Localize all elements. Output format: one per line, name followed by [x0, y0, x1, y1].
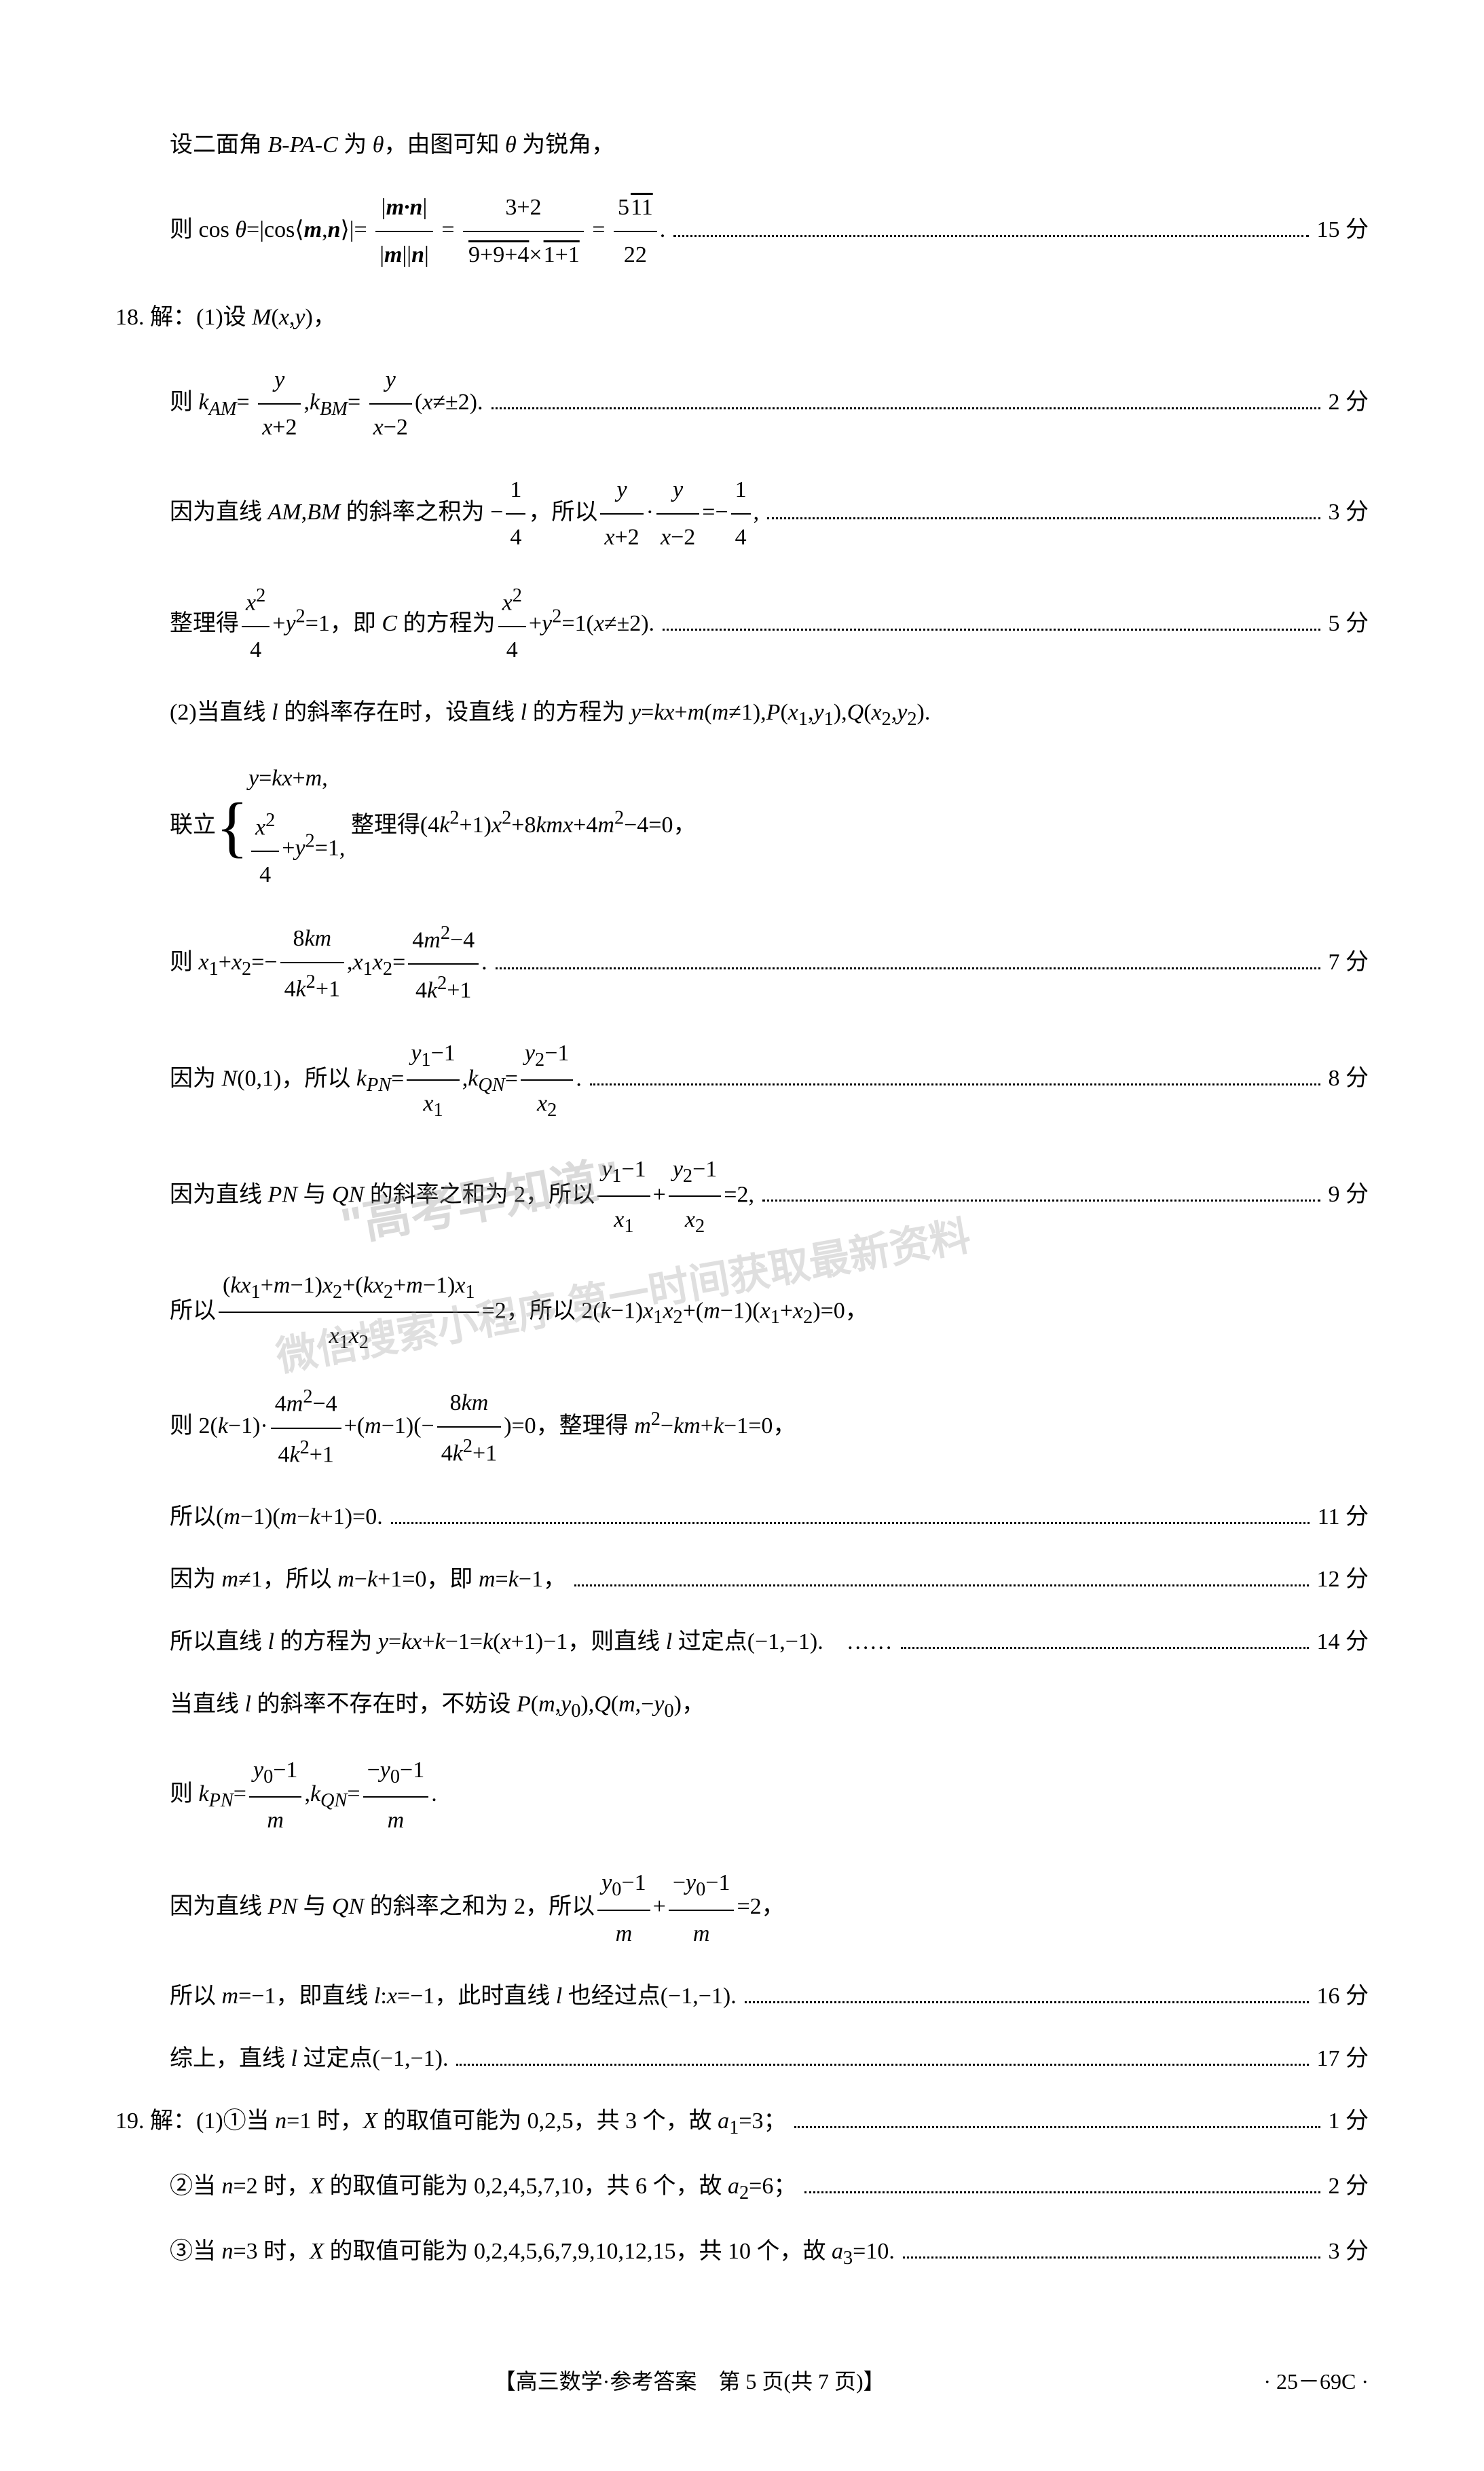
line-content: 因为 N(0,1)，所以 kPN=y1−1x1,kQN=y2−1x2. — [170, 1030, 582, 1130]
solution-line-0: 设二面角 B-PA-C 为 θ，由图可知 θ 为锐角， — [115, 122, 1369, 168]
line-content: 则 x1+x2=−8km4k2+1,x1x2=4m2−44k2+1. — [170, 914, 487, 1014]
solution-line-12: 则 2(k−1)·4m2−44k2+1+(m−1)(−8km4k2+1)=0，整… — [115, 1378, 1369, 1478]
leader-dots — [456, 2064, 1308, 2066]
solution-line-18: 因为直线 PN 与 QN 的斜率之和为 2，所以y0−1m+−y0−1m=2， — [115, 1860, 1369, 1956]
score-label: 17 分 — [1317, 2036, 1369, 2082]
solution-line-23: ③当 n=3 时，X 的取值可能为 0,2,4,5,6,7,9,10,12,15… — [115, 2229, 1369, 2278]
line-content: 整理得x24+y2=1，即 C 的方程为x24+y2=1(x≠±2). — [170, 577, 654, 673]
line-content: 所以(m−1)(m−k+1)=0. — [170, 1494, 383, 1540]
score-label: 2 分 — [1329, 2163, 1369, 2210]
score-label: 7 分 — [1329, 940, 1369, 986]
line-content: 因为直线 AM,BM 的斜率之积为 −14，所以yx+2·yx−2=−14, — [170, 467, 759, 561]
solution-line-2: 18. 解：(1)设 M(x,y)， — [115, 295, 1369, 341]
line-content: (2)当直线 l 的斜率存在时，设直线 l 的方程为 y=kx+m(m≠1),P… — [170, 690, 930, 739]
solution-line-3: 则 kAM= yx+2,kBM= yx−2(x≠±2). 2 分 — [115, 357, 1369, 451]
line-content: 设二面角 B-PA-C 为 θ，由图可知 θ 为锐角， — [170, 122, 614, 168]
leader-dots — [496, 967, 1320, 969]
line-content: 联立{y=kx+m,x24+y2=1, 整理得(4k2+1)x2+8kmx+4m… — [170, 756, 696, 898]
leader-dots — [804, 2191, 1320, 2193]
leader-dots — [491, 407, 1320, 409]
document-content: 设二面角 B-PA-C 为 θ，由图可知 θ 为锐角， 则 cos θ=|cos⟨… — [115, 122, 1369, 2278]
score-label: 9 分 — [1329, 1172, 1369, 1218]
solution-line-4: 因为直线 AM,BM 的斜率之积为 −14，所以yx+2·yx−2=−14, 3 … — [115, 467, 1369, 561]
solution-line-6: (2)当直线 l 的斜率存在时，设直线 l 的方程为 y=kx+m(m≠1),P… — [115, 690, 1369, 739]
line-content: 综上，直线 l 过定点(−1,−1). — [170, 2036, 448, 2082]
line-content: 因为直线 PN 与 QN 的斜率之和为 2，所以y1−1x1+y2−1x2=2, — [170, 1147, 754, 1246]
score-label: 14 分 — [1317, 1619, 1369, 1665]
line-content: 则 2(k−1)·4m2−44k2+1+(m−1)(−8km4k2+1)=0，整… — [170, 1378, 796, 1478]
line-content: 则 kAM= yx+2,kBM= yx−2(x≠±2). — [170, 357, 483, 451]
footer-code: · 25－69C · — [1263, 2360, 1369, 2403]
line-content: 当直线 l 的斜率不存在时，不妨设 P(m,y0),Q(m,−y0)， — [170, 1682, 705, 1730]
score-label: 15 分 — [1317, 207, 1369, 253]
page-footer: 【高三数学·参考答案 第 5 页(共 7 页)】 · 25－69C · — [115, 2360, 1369, 2403]
line-content: 所以直线 l 的方程为 y=kx+k−1=k(x+1)−1，则直线 l 过定点(… — [170, 1619, 893, 1665]
line-content: 所以 m=−1，即直线 l:x=−1，此时直线 l 也经过点(−1,−1). — [170, 1973, 737, 2020]
line-content: 则 cos θ=|cos⟨m,n⟩|= |m·n||m||n| = 3+29+9… — [170, 185, 665, 278]
leader-dots — [673, 235, 1308, 237]
score-label: 2 分 — [1329, 379, 1369, 426]
leader-dots — [590, 1083, 1320, 1085]
score-label: 11 分 — [1318, 1494, 1369, 1540]
solution-line-1: 则 cos θ=|cos⟨m,n⟩|= |m·n||m||n| = 3+29+9… — [115, 185, 1369, 278]
solution-line-11: 所以(kx1+m−1)x2+(kx2+m−1)x1x1x2=2，所以 2(k−1… — [115, 1263, 1369, 1362]
leader-dots — [574, 1584, 1309, 1586]
leader-dots — [903, 2256, 1320, 2259]
line-content: ②当 n=2 时，X 的取值可能为 0,2,4,5,7,10，共 6 个，故 a… — [170, 2163, 796, 2212]
solution-line-17: 则 kPN=y0−1m,kQN=−y0−1m. — [115, 1747, 1369, 1844]
line-content: 则 kPN=y0−1m,kQN=−y0−1m. — [170, 1747, 437, 1844]
solution-line-21: 19. 解：(1)①当 n=1 时，X 的取值可能为 0,2,5，共 3 个，故… — [115, 2098, 1369, 2147]
score-label: 3 分 — [1329, 2229, 1369, 2275]
solution-line-20: 综上，直线 l 过定点(−1,−1). 17 分 — [115, 2036, 1369, 2082]
score-label: 8 分 — [1329, 1056, 1369, 1102]
line-content: 19. 解：(1)①当 n=1 时，X 的取值可能为 0,2,5，共 3 个，故… — [115, 2098, 786, 2147]
leader-dots — [391, 1522, 1310, 1524]
leader-dots — [794, 2126, 1320, 2128]
score-label: 5 分 — [1329, 601, 1369, 647]
score-label: 1 分 — [1329, 2098, 1369, 2144]
solution-line-9: 因为 N(0,1)，所以 kPN=y1−1x1,kQN=y2−1x2. 8 分 — [115, 1030, 1369, 1130]
solution-line-13: 所以(m−1)(m−k+1)=0. 11 分 — [115, 1494, 1369, 1540]
line-content: 18. 解：(1)设 M(x,y)， — [115, 295, 336, 341]
line-content: ③当 n=3 时，X 的取值可能为 0,2,4,5,6,7,9,10,12,15… — [170, 2229, 895, 2278]
score-label: 12 分 — [1317, 1557, 1369, 1603]
solution-line-8: 则 x1+x2=−8km4k2+1,x1x2=4m2−44k2+1. 7 分 — [115, 914, 1369, 1014]
solution-line-15: 所以直线 l 的方程为 y=kx+k−1=k(x+1)−1，则直线 l 过定点(… — [115, 1619, 1369, 1665]
leader-dots — [762, 1200, 1320, 1202]
leader-dots — [901, 1647, 1309, 1649]
solution-line-16: 当直线 l 的斜率不存在时，不妨设 P(m,y0),Q(m,−y0)， — [115, 1682, 1369, 1730]
solution-line-5: 整理得x24+y2=1，即 C 的方程为x24+y2=1(x≠±2). 5 分 — [115, 577, 1369, 673]
line-content: 因为 m≠1，所以 m−k+1=0，即 m=k−1， — [170, 1557, 566, 1603]
leader-dots — [663, 629, 1320, 631]
line-content: 所以(kx1+m−1)x2+(kx2+m−1)x1x1x2=2，所以 2(k−1… — [170, 1263, 868, 1362]
solution-line-22: ②当 n=2 时，X 的取值可能为 0,2,4,5,7,10，共 6 个，故 a… — [115, 2163, 1369, 2212]
solution-line-7: 联立{y=kx+m,x24+y2=1, 整理得(4k2+1)x2+8kmx+4m… — [115, 756, 1369, 898]
solution-line-10: 因为直线 PN 与 QN 的斜率之和为 2，所以y1−1x1+y2−1x2=2,… — [115, 1147, 1369, 1246]
score-label: 3 分 — [1329, 489, 1369, 536]
solution-line-14: 因为 m≠1，所以 m−k+1=0，即 m=k−1， 12 分 — [115, 1557, 1369, 1603]
score-label: 16 分 — [1317, 1973, 1369, 2020]
solution-line-19: 所以 m=−1，即直线 l:x=−1，此时直线 l 也经过点(−1,−1). 16… — [115, 1973, 1369, 2020]
leader-dots — [767, 517, 1320, 519]
footer-page-info: 【高三数学·参考答案 第 5 页(共 7 页)】 — [115, 2360, 1263, 2403]
leader-dots — [745, 2001, 1309, 2003]
line-content: 因为直线 PN 与 QN 的斜率之和为 2，所以y0−1m+−y0−1m=2， — [170, 1860, 785, 1956]
